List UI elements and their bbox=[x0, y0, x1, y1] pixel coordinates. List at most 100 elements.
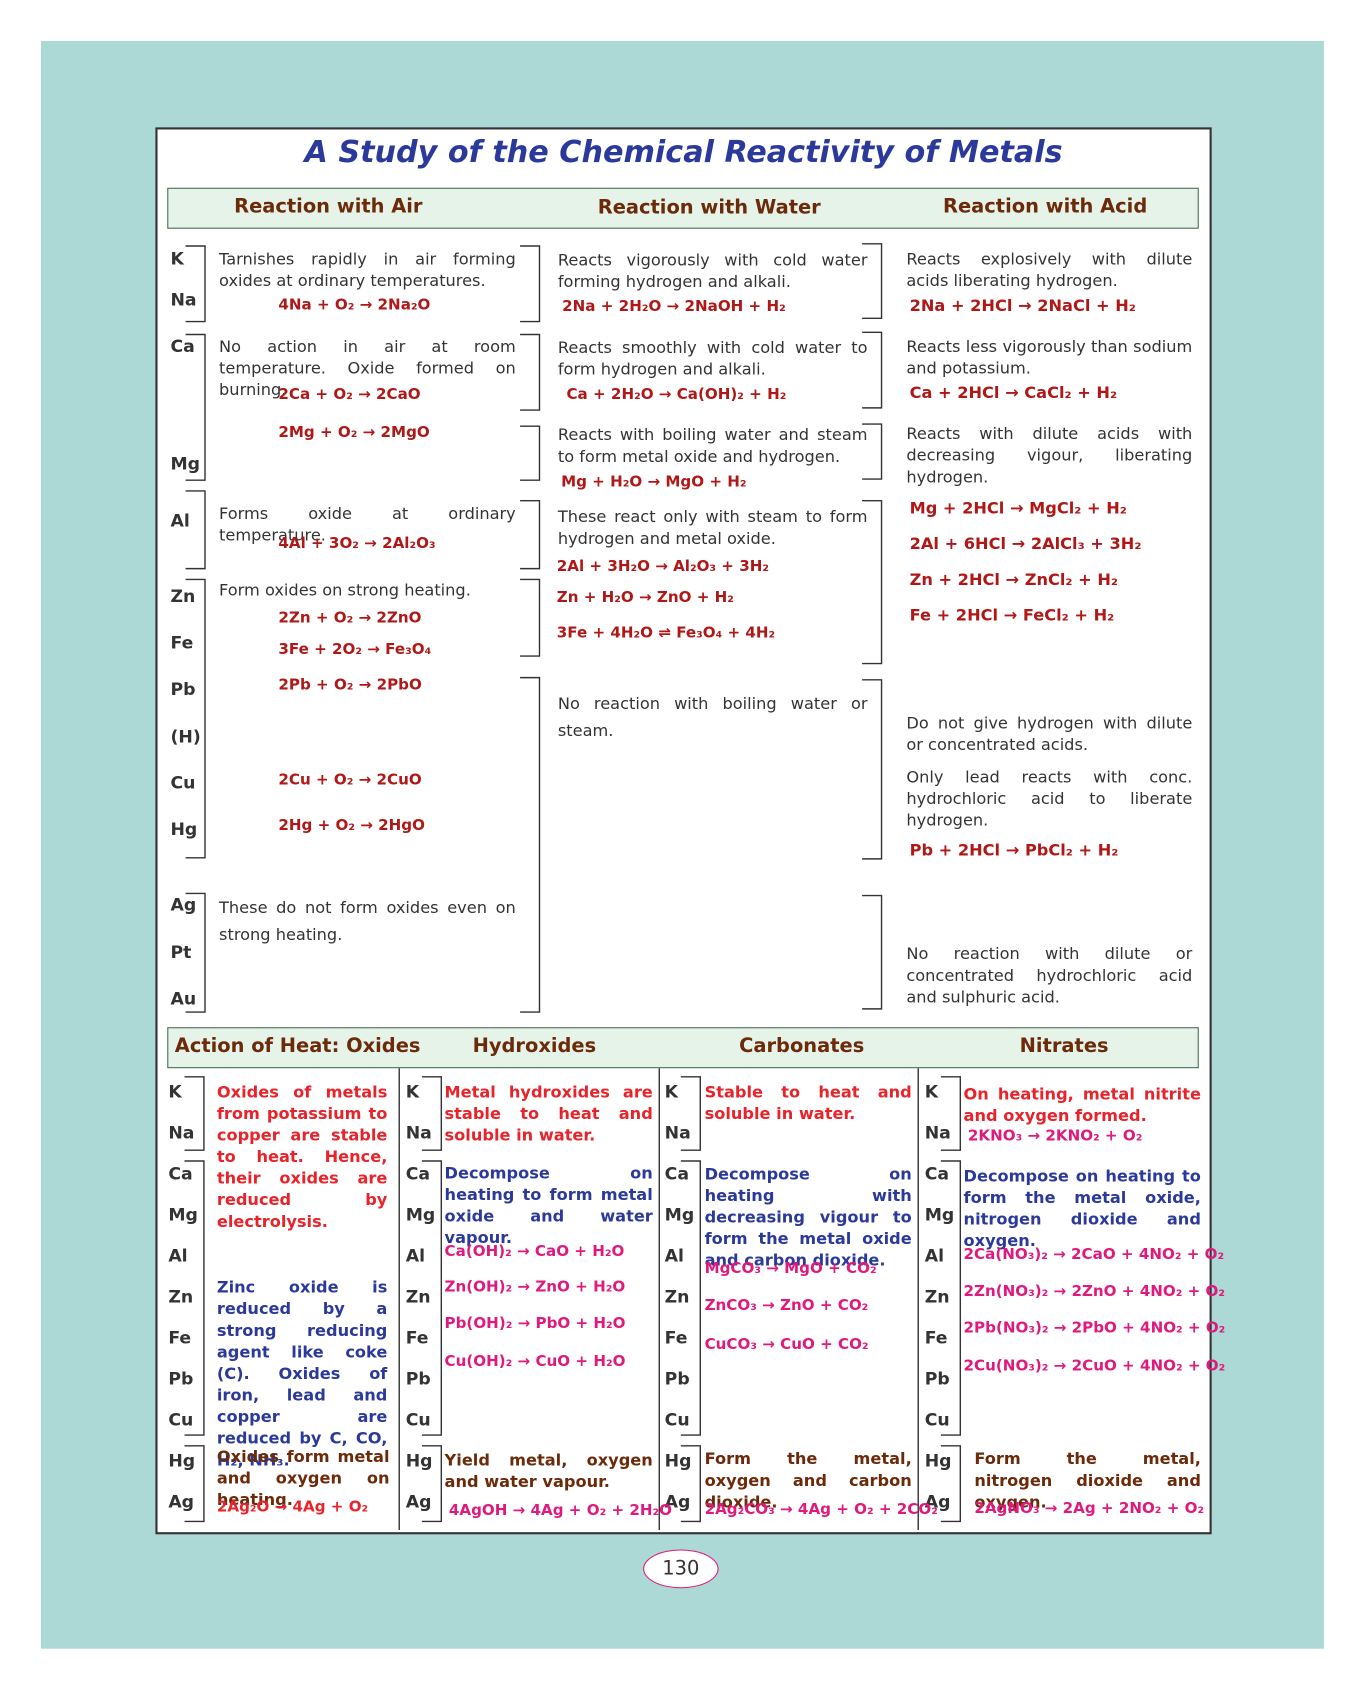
equation: 4Na + O₂ → 2Na₂O bbox=[278, 296, 431, 314]
metal-label: Fe bbox=[405, 1327, 429, 1348]
description: Only lead reacts with conc. hydrochloric… bbox=[906, 767, 1193, 830]
equation: 2Cu + O₂ → 2CuO bbox=[278, 771, 422, 789]
equation: 2Hg + O₂ → 2HgO bbox=[278, 816, 425, 835]
description: These do not form oxides even on strong … bbox=[219, 897, 516, 945]
equation: Zn + H₂O → ZnO + H₂ bbox=[556, 589, 734, 607]
bracket bbox=[184, 1076, 205, 1151]
equation: CuCO₃ → CuO + CO₂ bbox=[704, 1335, 869, 1354]
metal-label: (H) bbox=[170, 726, 201, 747]
equation: Fe + 2HCl → FeCl₂ + H₂ bbox=[909, 605, 1115, 625]
bracket bbox=[680, 1445, 701, 1523]
header-bar bbox=[167, 1027, 1199, 1069]
bracket bbox=[940, 1076, 962, 1151]
equation: 2Cu(NO₃)₂ → 2CuO + 4NO₂ + O₂ bbox=[963, 1357, 1226, 1375]
title: A Study of the Chemical Reactivity of Me… bbox=[304, 133, 1063, 170]
bracket bbox=[185, 578, 206, 859]
equation: 2Al + 6HCl → 2AlCl₃ + 3H₂ bbox=[909, 534, 1142, 554]
description: Form the metal, nitrogen dioxide and oxy… bbox=[974, 1449, 1201, 1512]
metal-label: Cu bbox=[168, 1409, 194, 1430]
equation: Ca + 2HCl → CaCl₂ + H₂ bbox=[909, 383, 1118, 403]
equation: 2Ag₂O → 4Ag + O₂ bbox=[216, 1498, 369, 1516]
metal-label: Ca bbox=[168, 1163, 193, 1184]
description: Forms oxide at ordinary temperature. bbox=[219, 503, 516, 545]
equation: 4AgOH → 4Ag + O₂ + 2H₂O bbox=[448, 1501, 672, 1520]
column-header: Action of Heat: Oxides bbox=[174, 1034, 421, 1058]
metal-label: Ag bbox=[664, 1491, 691, 1512]
metal-label: Pt bbox=[170, 941, 192, 963]
metal-label: Ag bbox=[405, 1491, 432, 1512]
metal-label: Al bbox=[924, 1245, 944, 1266]
metal-label: Zn bbox=[405, 1286, 431, 1307]
metal-label: Al bbox=[168, 1245, 188, 1266]
metal-label: Cu bbox=[170, 772, 196, 794]
bracket bbox=[862, 679, 883, 860]
metal-label: Hg bbox=[170, 818, 198, 840]
equation: 2KNO₃ → 2KNO₂ + O₂ bbox=[967, 1127, 1143, 1145]
header-bar bbox=[167, 187, 1199, 229]
metal-label: Na bbox=[170, 289, 197, 310]
bracket bbox=[520, 578, 541, 657]
bracket bbox=[862, 243, 883, 320]
metal-label: Fe bbox=[170, 632, 194, 653]
description: On heating, metal nitrite and oxygen for… bbox=[963, 1084, 1201, 1126]
metal-label: Cu bbox=[924, 1409, 950, 1430]
bracket bbox=[185, 490, 206, 570]
equation: 2Zn + O₂ → 2ZnO bbox=[278, 609, 422, 627]
bracket bbox=[520, 245, 541, 323]
bracket bbox=[940, 1160, 962, 1436]
description: Stable to heat and soluble in water. bbox=[704, 1082, 912, 1124]
description: Decompose on heating to form the metal o… bbox=[963, 1166, 1201, 1251]
bracket bbox=[862, 423, 883, 480]
equation: 2Al + 3H₂O → Al₂O₃ + 3H₂ bbox=[556, 557, 770, 576]
metal-label: Cu bbox=[405, 1409, 431, 1430]
metal-label: Zn bbox=[170, 585, 196, 607]
equation: Ca + 2H₂O → Ca(OH)₂ + H₂ bbox=[566, 386, 787, 404]
metal-label: Ca bbox=[170, 335, 195, 357]
description: Reacts with dilute acids with decreasing… bbox=[906, 424, 1193, 487]
bracket bbox=[185, 333, 206, 481]
metal-label: Ag bbox=[170, 894, 197, 915]
metal-label: Cu bbox=[664, 1409, 690, 1430]
equation: 2Ca(NO₃)₂ → 2CaO + 4NO₂ + O₂ bbox=[963, 1246, 1225, 1264]
metal-label: Ca bbox=[664, 1163, 689, 1184]
bracket bbox=[421, 1445, 443, 1523]
metal-label: Ca bbox=[924, 1163, 950, 1184]
bracket bbox=[680, 1076, 701, 1151]
metal-label: Au bbox=[170, 988, 197, 1009]
metal-label: Fe bbox=[168, 1327, 192, 1348]
bracket bbox=[680, 1160, 701, 1436]
description: Tarnishes rapidly in air forming oxides … bbox=[219, 249, 516, 291]
metal-label: Na bbox=[168, 1122, 195, 1143]
description: Reacts smoothly with cold water to form … bbox=[557, 337, 868, 379]
metal-label: K bbox=[168, 1081, 182, 1102]
bracket bbox=[184, 1160, 205, 1436]
equation: Cu(OH)₂ → CuO + H₂O bbox=[444, 1353, 626, 1371]
equation: 2Mg + O₂ → 2MgO bbox=[278, 424, 430, 442]
description: Decompose on heating with decreasing vig… bbox=[704, 1164, 912, 1270]
description: Reacts less vigorously than sodium and p… bbox=[906, 336, 1193, 378]
bracket bbox=[520, 499, 541, 570]
equation: Zn(OH)₂ → ZnO + H₂O bbox=[444, 1278, 626, 1296]
metal-label: Pb bbox=[924, 1368, 950, 1389]
equation: Mg + H₂O → MgO + H₂ bbox=[561, 473, 747, 491]
description: Yield metal, oxygen and water vapour. bbox=[444, 1450, 653, 1492]
description: Metal hydroxides are stable to heat and … bbox=[444, 1082, 653, 1145]
description: No reaction with boiling water or steam. bbox=[557, 693, 868, 741]
metal-label: K bbox=[170, 248, 184, 269]
equation: 3Fe + 2O₂ → Fe₃O₄ bbox=[278, 640, 432, 659]
metal-label: Fe bbox=[664, 1327, 688, 1348]
bracket bbox=[862, 331, 883, 409]
equation: 2Ag₂CO₃ → 4Ag + O₂ + 2CO₂ bbox=[704, 1500, 938, 1519]
description: Form the metal, oxygen and carbon dioxid… bbox=[704, 1449, 912, 1512]
metal-label: Zn bbox=[664, 1286, 690, 1307]
bracket bbox=[940, 1445, 962, 1523]
description: These react only with steam to form hydr… bbox=[557, 507, 868, 549]
metal-label: Al bbox=[405, 1245, 425, 1266]
equation: Pb + 2HCl → PbCl₂ + H₂ bbox=[909, 840, 1119, 860]
description: Oxides of metals from potassium to coppe… bbox=[216, 1082, 388, 1232]
metal-label: Pb bbox=[170, 678, 196, 700]
equation: Mg + 2HCl → MgCl₂ + H₂ bbox=[909, 498, 1127, 518]
metal-label: Mg bbox=[168, 1204, 198, 1225]
